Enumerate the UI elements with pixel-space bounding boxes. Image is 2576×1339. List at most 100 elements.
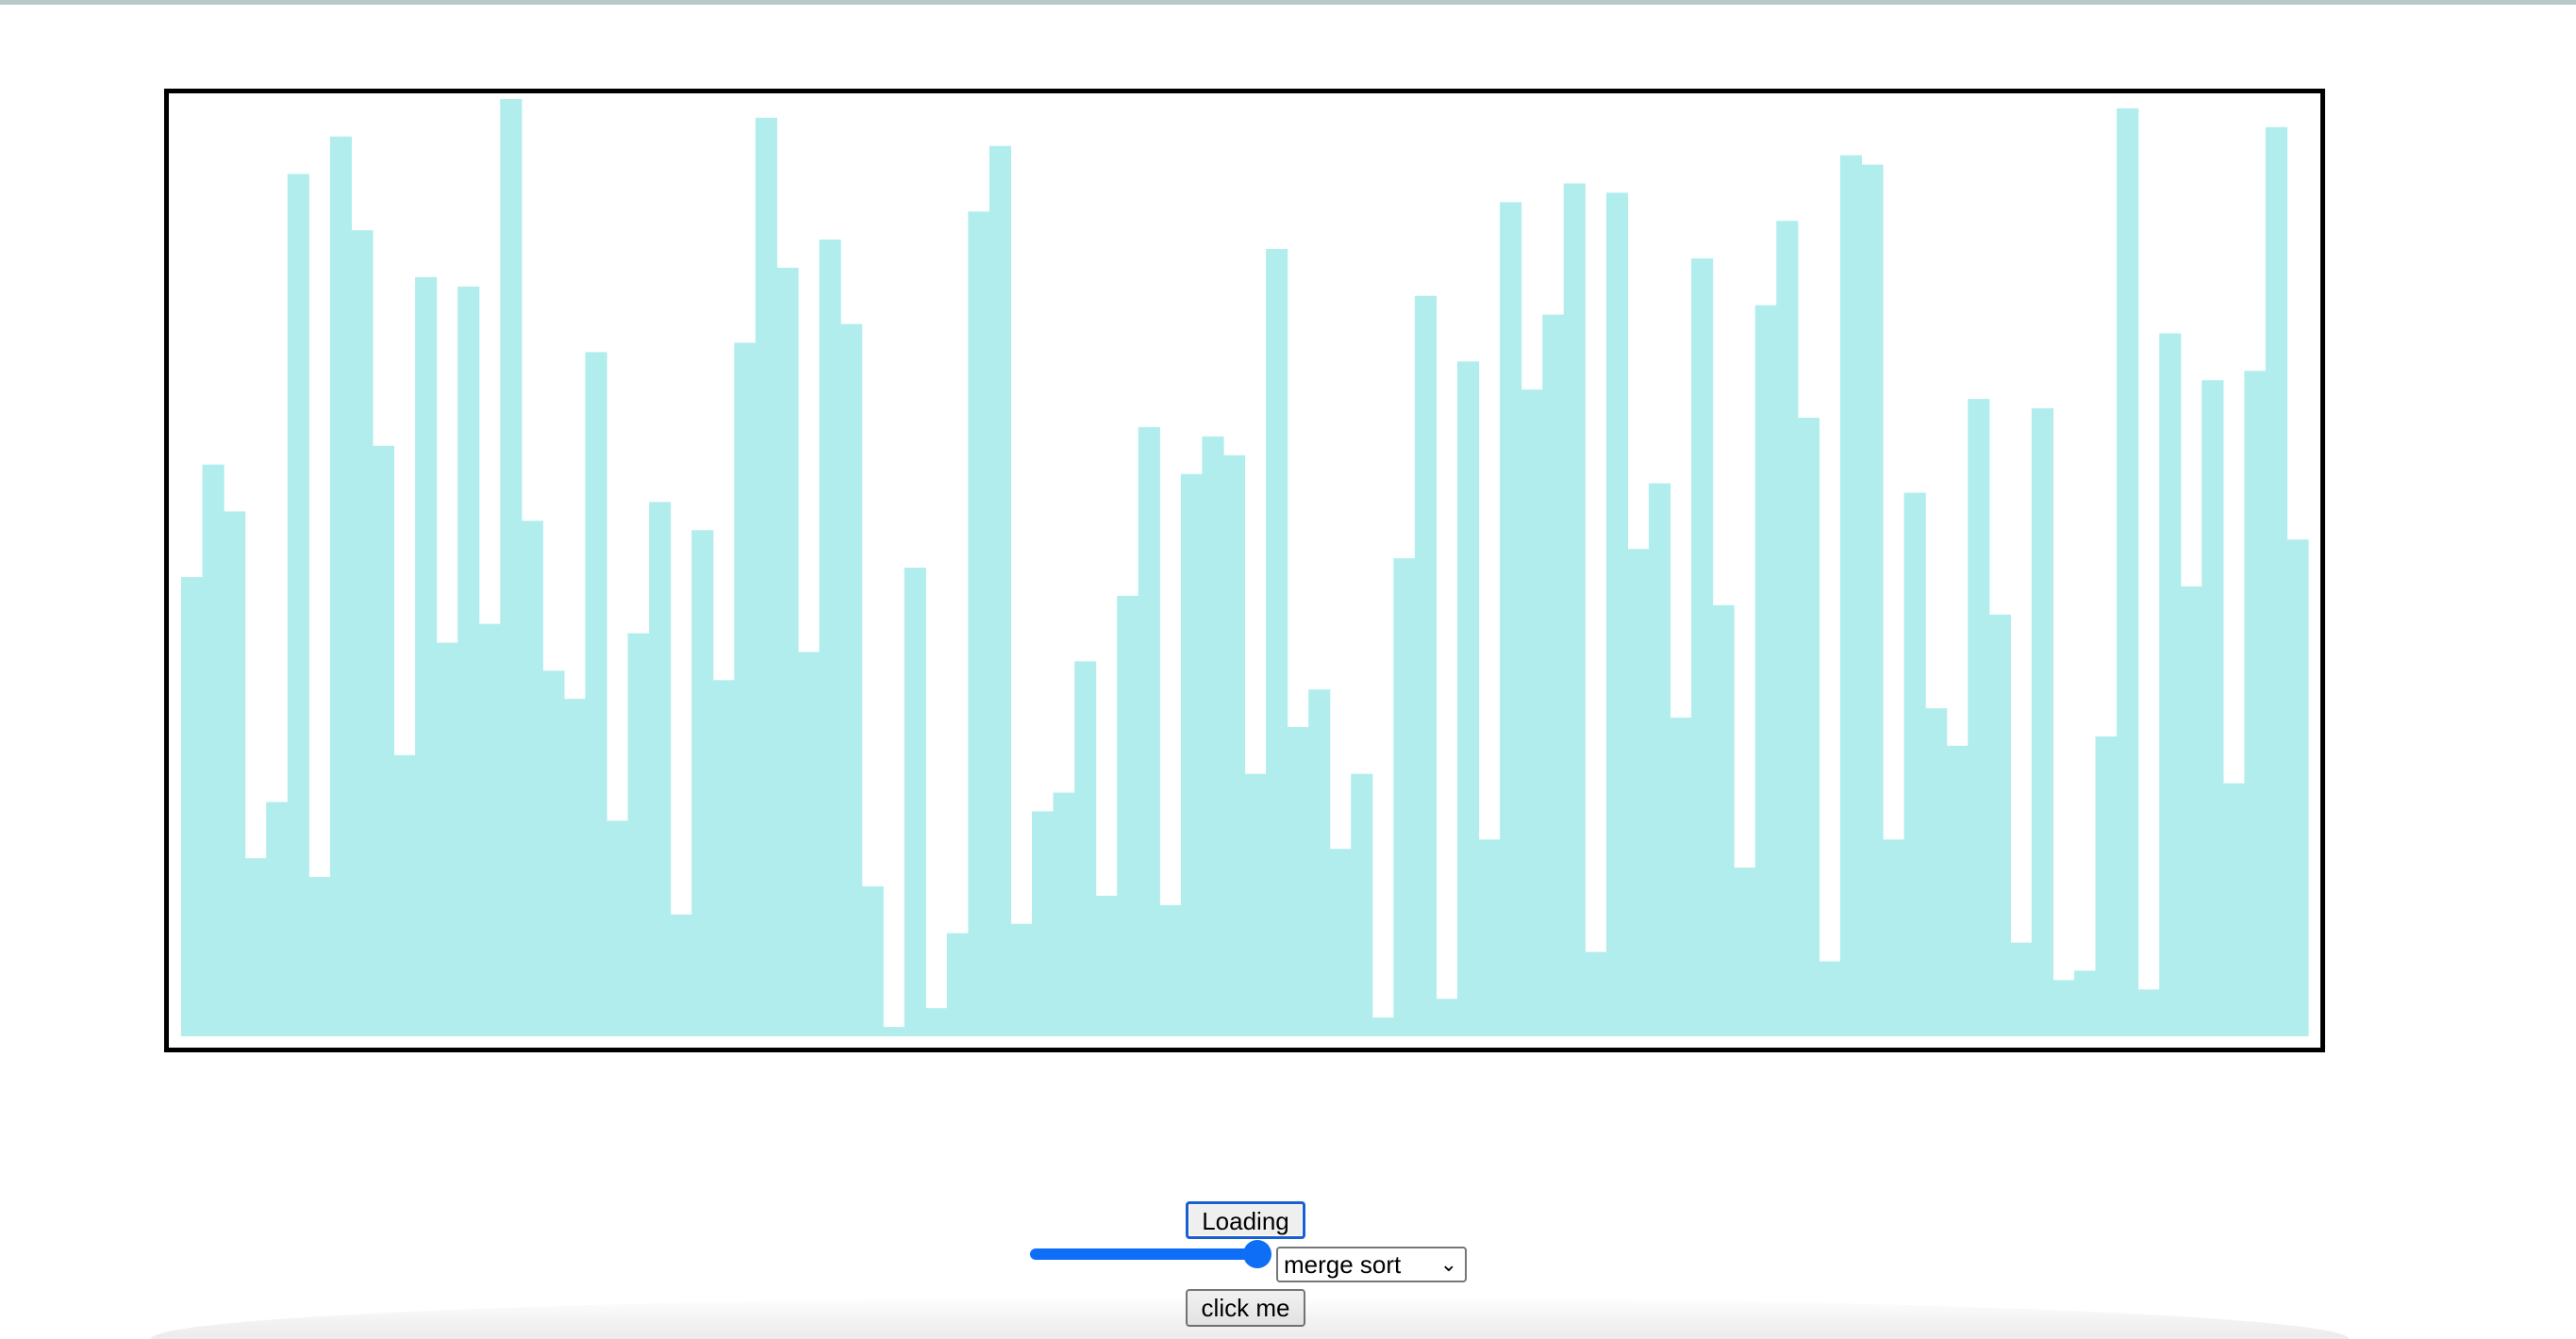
bar: [1754, 305, 1777, 1036]
bar: [968, 211, 990, 1036]
bar: [2137, 989, 2160, 1036]
bar: [393, 754, 416, 1036]
bar: [1648, 483, 1671, 1036]
bar: [1371, 1017, 1394, 1036]
bar: [1839, 155, 1863, 1036]
bar: [224, 511, 246, 1036]
bar: [500, 99, 523, 1036]
bar: [521, 521, 543, 1036]
bar: [287, 174, 309, 1036]
bar: [2159, 333, 2182, 1036]
speed-slider[interactable]: [1030, 1240, 1273, 1268]
bar: [1861, 164, 1884, 1036]
bar: [1222, 455, 1246, 1037]
bar: [1670, 718, 1692, 1036]
bar: [776, 267, 799, 1036]
bar: [1159, 904, 1182, 1036]
bar: [1542, 314, 1565, 1036]
bar: [1585, 951, 1607, 1036]
bar: [1478, 839, 1501, 1036]
bar: [1627, 549, 1650, 1036]
bar: [1074, 661, 1097, 1036]
bar: [181, 576, 204, 1036]
bar: [607, 820, 629, 1036]
bar: [2222, 783, 2245, 1036]
bar: [989, 145, 1012, 1036]
bar: [1500, 202, 1522, 1037]
bar: [202, 464, 224, 1036]
bar: [308, 877, 331, 1036]
bar: [585, 352, 607, 1036]
bar: [925, 1008, 948, 1036]
bar: [1776, 221, 1799, 1037]
bar: [1244, 773, 1267, 1036]
bar: [1819, 961, 1841, 1036]
bar: [2073, 970, 2097, 1036]
bar: [904, 568, 926, 1036]
bar: [1712, 604, 1735, 1036]
bar: [351, 230, 374, 1036]
bar: [946, 933, 969, 1036]
bar: [1968, 399, 1990, 1037]
bar: [1053, 792, 1075, 1036]
bar: [2265, 126, 2288, 1036]
bar: [1563, 183, 1586, 1037]
bar: [1436, 999, 1458, 1036]
bar: [1138, 426, 1160, 1036]
bar: [2095, 736, 2118, 1036]
bar: [2117, 107, 2139, 1036]
bar: [1691, 257, 1714, 1036]
bar: [436, 642, 458, 1036]
select-value: merge sort: [1284, 1250, 1402, 1279]
bar: [1605, 192, 1628, 1036]
bar: [563, 699, 587, 1036]
bar: [2286, 539, 2309, 1036]
bar: [1883, 839, 1905, 1036]
bar: [1797, 417, 1820, 1037]
bar: [1351, 773, 1373, 1036]
bar: [2202, 380, 2224, 1036]
bar: [1903, 492, 1926, 1036]
bar: [329, 136, 352, 1036]
bar: [734, 342, 756, 1036]
sort-algorithm-select[interactable]: merge sort ⌄: [1276, 1247, 1467, 1282]
top-divider: [0, 0, 2576, 5]
bar: [1308, 689, 1331, 1036]
loading-button[interactable]: Loading: [1186, 1201, 1305, 1239]
bar: [1946, 745, 1969, 1036]
bar: [883, 1027, 906, 1036]
bar: [861, 885, 884, 1036]
bar: [755, 117, 777, 1036]
bar: [244, 858, 267, 1036]
bar: [1329, 849, 1352, 1036]
bar: [691, 530, 714, 1036]
bar: [1988, 614, 2011, 1036]
chevron-down-icon: ⌄: [1439, 1252, 1457, 1276]
bar: [1734, 868, 1756, 1036]
bar: [712, 680, 735, 1036]
bar: [457, 286, 480, 1036]
bar: [649, 502, 672, 1036]
bar: [2010, 942, 2033, 1036]
bar: [2031, 408, 2053, 1036]
bar: [797, 652, 821, 1036]
slider-thumb[interactable]: [1243, 1240, 1271, 1268]
bar: [266, 802, 289, 1036]
bar: [1117, 595, 1139, 1036]
bar: [1180, 473, 1203, 1037]
bar: [1925, 708, 1948, 1036]
bar: [1032, 811, 1055, 1036]
bar: [840, 323, 863, 1036]
bar: [1521, 389, 1543, 1036]
bar: [2244, 371, 2267, 1036]
bar: [478, 623, 501, 1036]
bar: [542, 670, 565, 1036]
bar: [372, 445, 395, 1036]
click-me-button[interactable]: click me: [1186, 1289, 1305, 1327]
slider-track: [1030, 1248, 1260, 1260]
bar: [819, 240, 841, 1037]
bar: [1095, 895, 1118, 1036]
bar: [1266, 249, 1288, 1036]
bar: [1010, 923, 1033, 1036]
bar: [1287, 726, 1309, 1036]
